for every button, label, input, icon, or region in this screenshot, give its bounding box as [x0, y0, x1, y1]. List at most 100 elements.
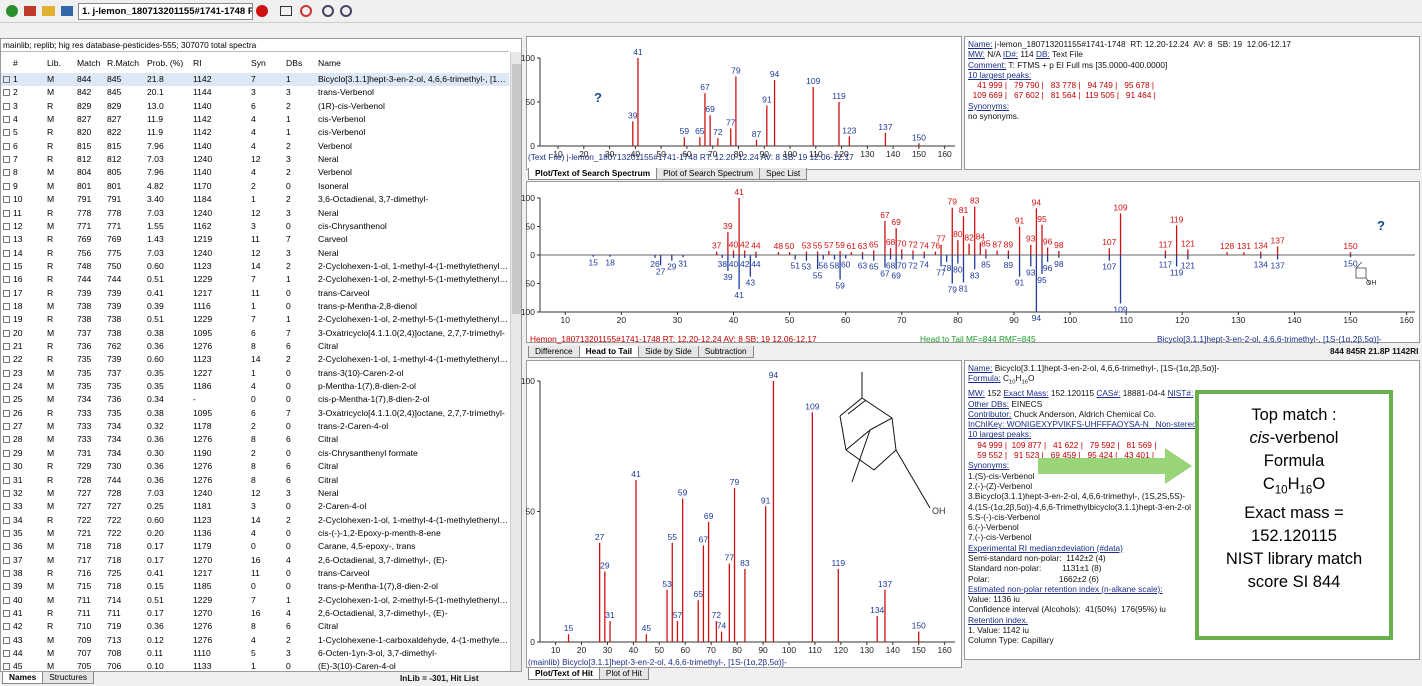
expand-icon[interactable]: [3, 76, 10, 83]
hit-row[interactable]: 18 M 738 739 0.39 1116 1 0 trans-p-Mentha-2,8-di…: [1, 300, 509, 313]
hit-row[interactable]: 30 R 729 730 0.36 1276 8 6 Citral: [1, 460, 509, 473]
expand-icon[interactable]: [3, 276, 10, 284]
expand-icon[interactable]: [3, 476, 10, 484]
expand-icon[interactable]: [3, 423, 10, 431]
expand-icon[interactable]: [3, 436, 10, 444]
tool-icon[interactable]: [24, 6, 36, 16]
hit-row[interactable]: 13 R 769 769 1.43 1219 11 7 Carveol: [1, 233, 509, 246]
hit-row[interactable]: 24 M 735 735 0.35 1186 4 0 p-Mentha-1(7),8-dien-…: [1, 380, 509, 393]
expand-icon[interactable]: [3, 129, 10, 137]
stop-icon[interactable]: [256, 5, 268, 17]
hit-row[interactable]: 2 M 842 845 20.1 1144 3 3 trans-Verbenol: [1, 86, 509, 99]
hit-row[interactable]: 41 R 711 711 0.17 1270 16 4 2,6-Octadienal, 3,7-…: [1, 607, 509, 620]
hit-row[interactable]: 27 M 733 734 0.32 1178 2 0 trans-2-Caren-4-ol: [1, 420, 509, 433]
hit-row[interactable]: 22 R 735 739 0.60 1123 14 2 2-Cyclohexen-1-ol, 1…: [1, 353, 510, 366]
hit-row[interactable]: 34 R 722 722 0.60 1123 14 2 2-Cyclohexen-1-ol, 1…: [1, 514, 510, 527]
expand-icon[interactable]: [3, 209, 10, 217]
expand-icon[interactable]: [3, 516, 10, 524]
hit-row[interactable]: 32 M 727 728 7.03 1240 12 3 Neral: [1, 487, 509, 500]
expand-icon[interactable]: [3, 329, 10, 337]
expand-icon[interactable]: [3, 610, 10, 617]
expand-icon[interactable]: [3, 569, 10, 577]
expand-icon[interactable]: [3, 222, 10, 230]
hit-row[interactable]: 45 M 705 706 0.10 1133 1 0 (E)-3(10)-Caren-4-ol: [1, 660, 509, 671]
hit-row[interactable]: 33 M 727 727 0.25 1181 3 0 2-Caren-4-ol: [1, 500, 509, 513]
hit-row[interactable]: 39 M 715 718 0.15 1185 0 0 trans-p-Mentha-1(7),8…: [1, 580, 509, 593]
hit-row[interactable]: 35 M 721 722 0.20 1136 4 0 cis-(-)-1,2-Epoxy-p-m…: [1, 527, 509, 540]
expand-icon[interactable]: [3, 316, 10, 324]
expand-icon[interactable]: [3, 449, 10, 457]
expand-icon[interactable]: [3, 383, 10, 391]
hit-row[interactable]: 3 R 829 829 13.0 1140 6 2 (1R)-cis-Verbenol: [1, 100, 509, 113]
scroll-thumb[interactable]: [512, 64, 521, 314]
hit-row[interactable]: 14 R 756 775 7.03 1240 12 3 Neral: [1, 247, 509, 260]
hit-row[interactable]: 44 M 707 708 0.11 1110 5 3 6-Octen-1yn-3-ol, 3,7…: [1, 647, 509, 660]
expand-icon[interactable]: [3, 289, 10, 297]
expand-icon[interactable]: [3, 262, 10, 270]
hit-row[interactable]: 25 M 734 736 0.34-0 0 cis-p-Mentha-1(7),8-dien…: [1, 393, 509, 406]
hit-row[interactable]: 1 M 844 845 21.8 1142 7 1 Bicyclo[3.1.1]hept-3-e…: [1, 73, 510, 86]
hit-row[interactable]: 16 R 744 744 0.51 1229 7 1 2-Cyclohexen-1-ol, 2-…: [1, 273, 510, 286]
hit-row[interactable]: 26 R 733 735 0.38 1095 6 7 3-Oxatricyclo[4.1.1.0…: [1, 407, 509, 420]
list-icon[interactable]: [61, 6, 73, 16]
expand-icon[interactable]: [3, 343, 10, 350]
expand-icon[interactable]: [3, 369, 10, 377]
expand-icon[interactable]: [3, 302, 10, 310]
expand-icon[interactable]: [3, 543, 10, 551]
hit-row[interactable]: 11 R 778 778 7.03 1240 12 3 Neral: [1, 207, 509, 220]
hit-row[interactable]: 4 M 827 827 11.9 1142 4 1 cis-Verbenol: [1, 113, 509, 126]
open-icon[interactable]: [42, 6, 55, 16]
expand-icon[interactable]: [3, 409, 10, 417]
expand-icon[interactable]: [3, 249, 10, 257]
hit-row[interactable]: 21 R 736 762 0.36 1276 8 6 Citral: [1, 340, 509, 353]
hit-row[interactable]: 5 R 820 822 11.9 1142 4 1 cis-Verbenol: [1, 126, 509, 139]
hit-row[interactable]: 28 M 733 734 0.36 1276 8 6 Citral: [1, 433, 509, 446]
hit-row[interactable]: 6 R 815 815 7.96 1140 4 2 Verbenol: [1, 140, 509, 153]
tab[interactable]: Subtraction: [697, 346, 754, 358]
expand-icon[interactable]: [3, 489, 10, 497]
expand-icon[interactable]: [3, 196, 10, 204]
expand-icon[interactable]: [3, 583, 10, 591]
expand-icon[interactable]: [3, 596, 10, 604]
expand-icon[interactable]: [3, 236, 10, 244]
tab[interactable]: Spec List: [759, 168, 808, 180]
expand-icon[interactable]: [3, 463, 10, 471]
hit-row[interactable]: 9 M 801 801 4.82 1170 2 0 Isoneral: [1, 180, 509, 193]
tab[interactable]: Structures: [42, 672, 95, 684]
expand-icon[interactable]: [3, 169, 10, 177]
expand-icon[interactable]: [3, 182, 10, 190]
hit-row[interactable]: 40 M 711 714 0.51 1229 7 1 2-Cyclohexen-1-ol, 2-…: [1, 594, 510, 607]
hit-row[interactable]: 10 M 791 791 3.40 1184 1 2 3,6-Octadienal, 3,7-d…: [1, 193, 509, 206]
expand-icon[interactable]: [3, 663, 10, 671]
hit-row[interactable]: 15 R 748 750 0.60 1123 14 2 2-Cyclohexen-1-ol, 1…: [1, 260, 510, 273]
hit-row[interactable]: 31 R 728 744 0.36 1276 8 6 Citral: [1, 474, 509, 487]
tree-icon[interactable]: [280, 6, 292, 16]
hit-row[interactable]: 29 M 731 734 0.30 1190 2 0 cis-Chrysanthenyl for…: [1, 447, 509, 460]
hit-row[interactable]: 7 R 812 812 7.03 1240 12 3 Neral: [1, 153, 509, 166]
hit-row[interactable]: 19 R 738 738 0.51 1229 7 1 2-Cyclohexen-1-ol, 2-…: [1, 313, 510, 326]
hit-row[interactable]: 37 M 717 718 0.17 1270 16 4 2,6-Octadienal, 3,7-…: [1, 554, 509, 567]
expand-icon[interactable]: [3, 142, 10, 150]
zoom-in-icon[interactable]: [322, 5, 334, 17]
hit-row[interactable]: 17 R 739 739 0.41 1217 11 0 trans-Carveol: [1, 287, 509, 300]
expand-icon[interactable]: [3, 356, 10, 364]
expand-icon[interactable]: [3, 650, 10, 658]
hit-row[interactable]: 36 M 718 718 0.17 1179 0 0 Carane, 4,5-epoxy-, t…: [1, 540, 509, 553]
expand-icon[interactable]: [3, 636, 10, 644]
expand-icon[interactable]: [3, 89, 10, 97]
expand-icon[interactable]: [3, 156, 10, 164]
expand-icon[interactable]: [3, 623, 10, 631]
expand-icon[interactable]: [3, 529, 10, 537]
expand-icon[interactable]: [3, 116, 10, 124]
hit-row[interactable]: 12 M 771 771 1.55 1162 3 0 cis-Chrysanthenol: [1, 220, 509, 233]
expand-icon[interactable]: [3, 102, 10, 110]
go-button[interactable]: [6, 5, 18, 17]
scrollbar[interactable]: [510, 52, 521, 671]
spectrum-selector[interactable]: 1. j-lemon_180713201155#1741-1748 F: [78, 3, 253, 20]
tab[interactable]: Plot of Hit: [598, 668, 649, 680]
hit-row[interactable]: 43 M 709 713 0.12 1276 4 2 1-Cyclohexene-1-carbo…: [1, 634, 510, 647]
hit-row[interactable]: 23 M 735 737 0.35 1227 1 0 trans-3(10)-Caren-2-o…: [1, 367, 509, 380]
expand-icon[interactable]: [3, 556, 10, 564]
target-icon[interactable]: [300, 5, 312, 17]
expand-icon[interactable]: [3, 503, 10, 511]
